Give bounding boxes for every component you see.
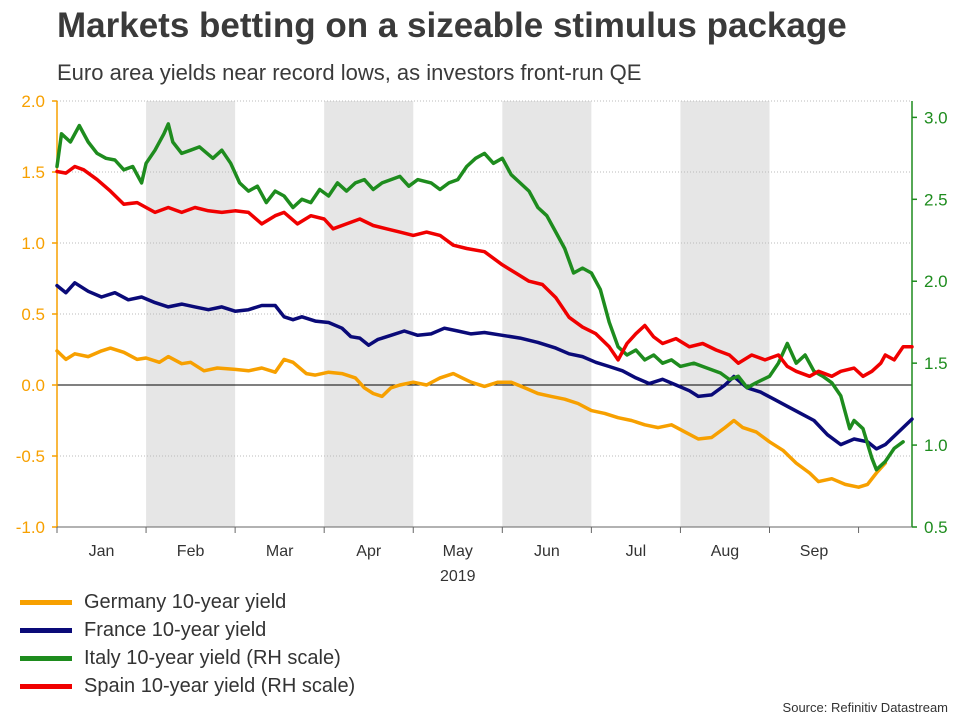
x-axis-tick-label-apr: Apr — [356, 543, 382, 560]
legend-swatch-spain — [20, 683, 72, 689]
legend: Germany 10-year yield France 10-year yie… — [20, 588, 355, 700]
x-axis-tick-label-jan: Jan — [89, 543, 115, 560]
left-axis-tick-label: -0.5 — [16, 447, 45, 466]
legend-label-france: France 10-year yield — [84, 618, 267, 641]
source-note: Source: Refinitiv Datastream — [782, 700, 948, 715]
legend-item-italy: Italy 10-year yield (RH scale) — [20, 644, 355, 672]
series-line-italy — [55, 122, 905, 472]
right-axis-tick-label: 2.5 — [924, 190, 948, 209]
x-axis-tick-label-jul: Jul — [626, 543, 646, 560]
right-axis-tick-label: 0.5 — [924, 518, 948, 537]
left-axis-tick-label: 1.0 — [21, 234, 45, 253]
legend-item-france: France 10-year yield — [20, 616, 355, 644]
right-axis-tick-label: 1.5 — [924, 354, 948, 373]
x-axis-tick-label-sep: Sep — [800, 543, 829, 560]
legend-item-spain: Spain 10-year yield (RH scale) — [20, 672, 355, 700]
legend-swatch-germany — [20, 599, 72, 605]
left-axis-tick-label: 1.5 — [21, 163, 45, 182]
chart-title: Markets betting on a sizeable stimulus p… — [57, 6, 847, 45]
left-axis-tick-label: 2.0 — [21, 92, 45, 111]
left-axis-tick-label: 0.5 — [21, 305, 45, 324]
right-axis-tick-label: 3.0 — [924, 108, 948, 127]
x-axis-label: 2019 — [440, 568, 476, 585]
legend-swatch-france — [20, 627, 72, 633]
x-axis-tick-label-feb: Feb — [177, 543, 205, 560]
legend-item-germany: Germany 10-year yield — [20, 588, 355, 616]
series-line-germany — [55, 346, 888, 489]
right-axis-tick-label: 2.0 — [924, 272, 948, 291]
x-axis-tick-label-jun: Jun — [534, 543, 560, 560]
legend-label-germany: Germany 10-year yield — [84, 590, 287, 613]
legend-label-italy: Italy 10-year yield (RH scale) — [84, 646, 341, 669]
shade-band-aug — [680, 101, 770, 527]
legend-label-spain: Spain 10-year yield (RH scale) — [84, 674, 356, 697]
left-axis-tick-label: -1.0 — [16, 518, 45, 537]
left-axis-tick-label: 0.0 — [21, 376, 45, 395]
x-axis-tick-label-may: May — [443, 543, 473, 560]
right-axis-tick-label: 1.0 — [924, 436, 948, 455]
x-axis-tick-label-aug: Aug — [711, 543, 739, 560]
shade-band-feb — [146, 101, 236, 527]
series-line-spain — [55, 164, 914, 379]
legend-swatch-italy — [20, 655, 72, 661]
x-axis-tick-label-mar: Mar — [266, 543, 294, 560]
series-line-france — [55, 281, 914, 451]
chart-subtitle: Euro area yields near record lows, as in… — [57, 60, 642, 85]
